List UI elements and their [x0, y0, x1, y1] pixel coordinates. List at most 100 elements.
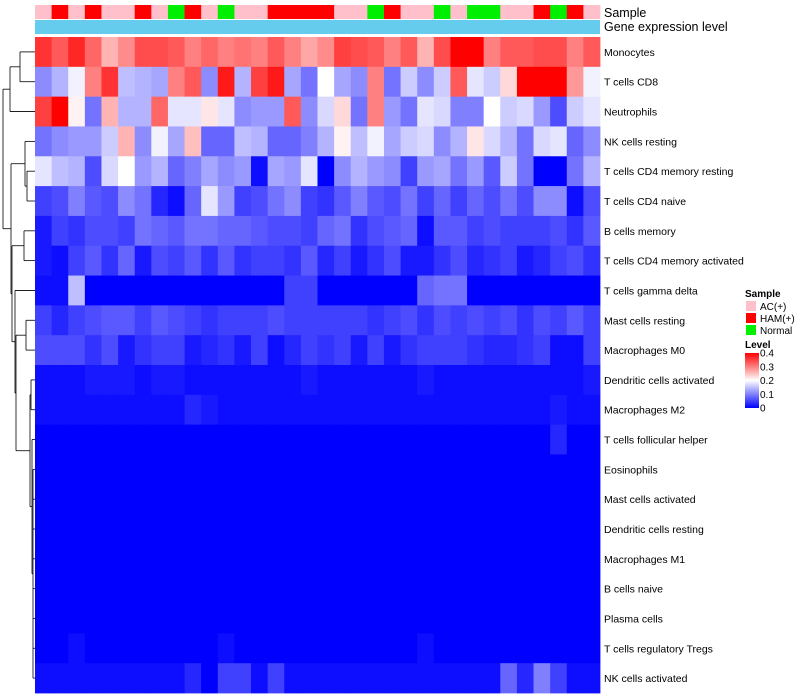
heatmap-cell — [433, 275, 451, 306]
heatmap-cell — [483, 66, 501, 98]
heatmap-cell — [334, 96, 352, 127]
heatmap-cell — [267, 514, 285, 545]
heatmap-cell — [35, 186, 53, 217]
heatmap-cell — [217, 305, 235, 336]
heatmap-cell — [583, 573, 601, 604]
heatmap-cell — [533, 365, 551, 396]
heatmap-cell — [467, 454, 485, 485]
heatmap-cell — [217, 573, 235, 604]
heatmap-cell — [350, 126, 368, 157]
heatmap-cell — [566, 305, 584, 336]
heatmap-cell — [500, 66, 518, 98]
heatmap-cell — [167, 454, 185, 485]
heatmap-cell — [417, 186, 435, 217]
heatmap-cell — [300, 126, 318, 157]
heatmap-cell — [550, 514, 568, 545]
heatmap-cell — [234, 96, 252, 127]
heatmap-cell — [84, 543, 102, 575]
heatmap-cell — [284, 66, 302, 98]
heatmap-cell — [533, 66, 551, 98]
heatmap-cell — [350, 66, 368, 98]
heatmap-cell — [516, 245, 534, 276]
heatmap-cell — [583, 543, 601, 575]
heatmap-cell — [151, 335, 169, 366]
heatmap-cell — [367, 66, 385, 98]
heatmap-cell — [500, 245, 518, 276]
heatmap-cell — [500, 424, 518, 455]
heatmap-cell — [300, 245, 318, 276]
heatmap-cell — [383, 603, 401, 634]
row-label: Eosinophils — [604, 464, 658, 476]
sample-annotation-cell — [284, 5, 302, 19]
heatmap-cell — [483, 215, 501, 247]
heatmap-cell — [51, 66, 69, 98]
heatmap-cell — [583, 454, 601, 485]
heatmap-cell — [516, 96, 534, 127]
heatmap-cell — [35, 633, 53, 664]
heatmap-cell — [317, 633, 335, 664]
heatmap-cell — [317, 454, 335, 485]
heatmap-cell — [467, 543, 485, 575]
row-label: T cells gamma delta — [604, 285, 698, 297]
gene-expression-annotation-bar — [35, 20, 600, 34]
heatmap-cell — [550, 305, 568, 336]
heatmap-cell — [251, 394, 269, 426]
heatmap-cell — [251, 454, 269, 485]
heatmap-cell — [201, 484, 219, 515]
heatmap-cell — [483, 514, 501, 545]
heatmap-cell — [467, 335, 485, 366]
heatmap-cell — [383, 245, 401, 276]
heatmap-cell — [234, 633, 252, 664]
heatmap-cell — [201, 96, 219, 127]
heatmap-cell — [467, 484, 485, 515]
heatmap-cell — [483, 394, 501, 426]
heatmap-cell — [450, 156, 468, 187]
heatmap-cell — [134, 305, 152, 336]
heatmap-cell — [167, 424, 185, 455]
heatmap-cell — [433, 186, 451, 217]
heatmap-cell — [350, 543, 368, 575]
heatmap-cell — [383, 275, 401, 306]
heatmap-cell — [134, 663, 152, 694]
heatmap-cell — [566, 365, 584, 396]
heatmap-cell — [84, 66, 102, 98]
heatmap-cell — [134, 275, 152, 306]
heatmap-cell — [550, 454, 568, 485]
heatmap-cell — [35, 663, 53, 694]
heatmap-cell — [383, 335, 401, 366]
heatmap-cell — [68, 215, 86, 247]
heatmap-cell — [184, 275, 202, 306]
heatmap-cell — [417, 156, 435, 187]
heatmap-cell — [483, 96, 501, 127]
heatmap-cell — [284, 394, 302, 426]
heatmap-cell — [267, 454, 285, 485]
heatmap-cell — [234, 394, 252, 426]
heatmap-cell — [84, 305, 102, 336]
heatmap-cell — [234, 186, 252, 217]
heatmap-cell — [151, 186, 169, 217]
sample-annotation-cell — [350, 5, 368, 19]
heatmap-cell — [101, 663, 119, 694]
heatmap-cell — [234, 543, 252, 575]
heatmap-cell — [151, 275, 169, 306]
heatmap-cell — [433, 663, 451, 694]
heatmap-cell — [450, 484, 468, 515]
heatmap-cell — [251, 335, 269, 366]
heatmap-cell — [184, 514, 202, 545]
heatmap-cell — [284, 543, 302, 575]
heatmap-cell — [134, 335, 152, 366]
row-label: Dendritic cells resting — [604, 524, 704, 536]
heatmap-cell — [533, 215, 551, 247]
heatmap-cell — [367, 126, 385, 157]
heatmap-cell — [533, 156, 551, 187]
heatmap-cell — [234, 275, 252, 306]
heatmap-cell — [367, 156, 385, 187]
heatmap-cell — [134, 126, 152, 157]
heatmap-cell — [35, 573, 53, 604]
heatmap-cell — [201, 603, 219, 634]
heatmap-cell — [516, 275, 534, 306]
heatmap-cell — [51, 663, 69, 694]
heatmap-cell — [35, 484, 53, 515]
heatmap-cell — [417, 484, 435, 515]
heatmap-cell — [284, 275, 302, 306]
